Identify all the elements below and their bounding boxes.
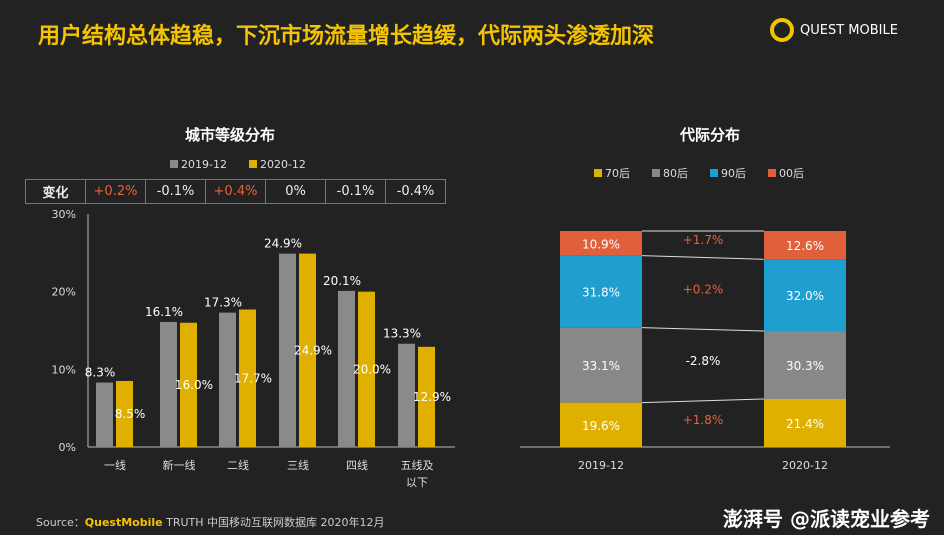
connector-line [641,398,765,404]
legend-item: 80后 [652,165,688,181]
data-label: 16.1% [145,305,183,319]
data-label: 8.5% [115,407,146,421]
bar-2020-12 [299,253,316,447]
change-cell: 0% [265,179,326,204]
change-table: 变化 +0.2% -0.1% +0.4% 0% -0.1% -0.4% [25,179,446,204]
change-label: +1.7% [683,233,724,247]
data-label: 12.6% [786,239,824,253]
data-label: 20.1% [323,274,361,288]
bar-segment-00后 [764,231,846,260]
y-tick-label: 30% [52,208,76,221]
bar-segment-80后 [764,331,846,399]
data-label: 30.3% [786,359,824,373]
x-tick-label: 一线 [104,458,126,472]
data-label: 16.0% [175,378,213,392]
logo-icon [770,18,794,42]
bar-2019-12 [219,312,236,447]
data-label: 17.7% [234,371,272,385]
x-tick-label: 以下 [406,476,428,489]
change-cell: +0.4% [205,179,266,204]
y-tick-label: 0% [59,441,76,454]
change-cell: -0.1% [325,179,386,204]
legend-item: 90后 [710,165,746,181]
legend-item: 2019-12 [170,158,227,171]
bar-2020-12 [358,291,375,447]
connector-line [641,255,765,260]
bar-segment-70后 [764,399,846,447]
page-title: 用户结构总体趋稳，下沉市场流量增长趋缓，代际两头渗透加深 [38,24,655,49]
bar-segment-00后 [560,231,642,256]
data-label: 32.0% [786,289,824,303]
bar-2019-12 [398,343,415,447]
bar-2020-12 [116,380,133,447]
data-label: 17.3% [204,296,242,310]
connector-line [641,327,765,332]
change-cell: -0.1% [145,179,206,204]
bar-2020-12 [239,309,256,447]
bar-segment-80后 [560,327,642,403]
logo: QUEST MOBILE [770,18,898,42]
y-tick-label: 10% [52,363,76,376]
x-tick-label: 2020-12 [782,459,828,472]
legend-item: 70后 [594,165,630,181]
data-label: 10.9% [582,237,620,251]
data-label: 19.6% [582,419,620,433]
city-chart-title: 城市等级分布 [185,126,276,144]
data-label: 24.9% [294,343,332,357]
change-label: +1.8% [683,413,724,427]
change-label: 变化 [25,179,86,204]
data-label: 8.3% [85,366,116,380]
data-label: 20.0% [353,362,391,376]
bar-segment-70后 [560,402,642,447]
bar-2019-12 [279,253,296,447]
y-tick-label: 20% [52,286,76,299]
bar-2020-12 [418,346,435,447]
bar-2020-12 [180,322,197,447]
x-tick-label: 二线 [227,458,249,472]
logo-text: QUEST MOBILE [800,22,898,38]
data-label: 24.9% [264,237,302,251]
change-label: +0.2% [683,282,724,296]
generation-legend: 70后 80后 90后 00后 [594,165,804,181]
data-label: 21.4% [786,417,824,431]
x-tick-label: 新一线 [163,458,196,472]
x-tick-label: 四线 [346,458,368,472]
bar-2019-12 [96,382,113,447]
data-label: 31.8% [582,286,620,300]
x-tick-label: 三线 [287,458,309,472]
x-tick-label: 五线及 [401,458,434,472]
bar-2019-12 [338,290,355,447]
bar-2019-12 [160,321,177,447]
bar-segment-90后 [764,259,846,332]
change-cell: -0.4% [385,179,446,204]
data-label: 13.3% [383,327,421,341]
change-label: -2.8% [686,354,721,368]
watermark: 澎湃号 @派读宠业参考 [723,507,930,531]
x-tick-label: 2019-12 [578,459,624,472]
legend-item: 00后 [768,165,804,181]
data-label: 33.1% [582,359,620,373]
change-cell: +0.2% [85,179,146,204]
city-legend: 2019-12 2020-12 [170,158,306,171]
generation-chart-title: 代际分布 [680,126,741,144]
source-note: Source：QuestMobile TRUTH 中国移动互联网数据库 2020… [36,516,385,529]
bar-segment-90后 [560,255,642,328]
data-label: 12.9% [413,390,451,404]
legend-item: 2020-12 [248,158,306,171]
